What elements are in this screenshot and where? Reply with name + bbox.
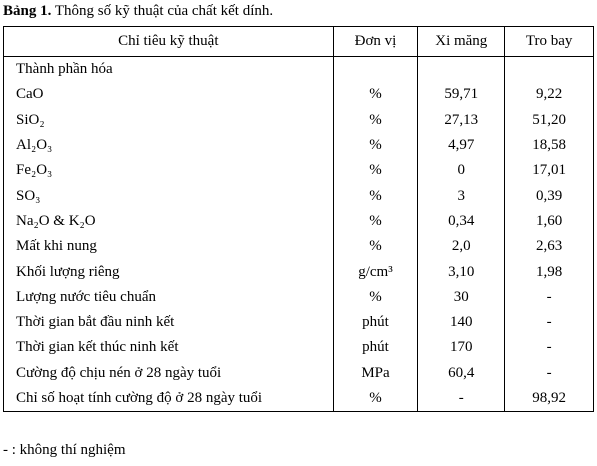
table-row: Cường độ chịu nén ở 28 ngày tuổi MPa 60,4- bbox=[3, 360, 594, 386]
table-cell: 0,34 bbox=[417, 208, 506, 235]
table-cell: 98,92 bbox=[504, 385, 594, 413]
table-body: Thành phần hóa CaO% 59,71 9,22 SiO₂% 27,13 51,… bbox=[3, 56, 594, 413]
table-cell: - bbox=[504, 360, 594, 386]
table-cell: 0,39 bbox=[504, 183, 594, 209]
table-cell: g/cm³ bbox=[332, 259, 419, 285]
table-cell: phút bbox=[332, 335, 419, 361]
table-cell: % bbox=[332, 158, 419, 184]
table-cell: % bbox=[332, 385, 419, 413]
table-row: Mất khi nung% 2,0 2,63 bbox=[3, 234, 594, 260]
table-cell: 1,98 bbox=[504, 259, 594, 285]
table-cell: 1,60 bbox=[504, 208, 594, 235]
table-cell: Na₂O & K₂O bbox=[3, 208, 334, 235]
table-row: CaO% 59,71 9,22 bbox=[3, 82, 594, 108]
table-cell: 9,22 bbox=[504, 82, 594, 108]
table-cell: CaO bbox=[3, 82, 334, 108]
table-cell: 17,01 bbox=[504, 158, 594, 184]
table-cell: MPa bbox=[332, 360, 419, 386]
table-cell: % bbox=[332, 132, 419, 159]
table-row: Thành phần hóa bbox=[3, 56, 594, 83]
header-cell: Đơn vị bbox=[332, 26, 419, 57]
caption-label: Bảng 1. bbox=[3, 3, 52, 19]
table-cell: 2,0 bbox=[417, 234, 506, 260]
table-row: Fe₂O₃% 0 17,01 bbox=[3, 158, 594, 184]
table-cell: 170 bbox=[417, 335, 506, 361]
header-row: Chỉ tiêu kỹ thuật Đơn vị Xi măng Tro bay bbox=[3, 26, 594, 57]
caption-text: Thông số kỹ thuật của chất kết dính. bbox=[54, 3, 274, 19]
table-cell: 140 bbox=[417, 309, 506, 336]
table-row: SiO₂% 27,13 51,20 bbox=[3, 107, 594, 133]
table-row: Khối lượng riêng g/cm³ 3,10 1,98 bbox=[3, 259, 594, 285]
table-row: Al₂O₃% 4,97 18,58 bbox=[3, 132, 594, 159]
table-cell: phút bbox=[332, 309, 419, 336]
table-cell: 3,10 bbox=[417, 259, 506, 285]
empty-cell bbox=[417, 56, 506, 83]
footnote: - : không thí nghiệm bbox=[3, 442, 126, 458]
table-cell: 51,20 bbox=[504, 107, 594, 133]
table-cell: - bbox=[504, 309, 594, 336]
table-cell: - bbox=[417, 385, 506, 413]
header-cell: Xi măng bbox=[417, 26, 506, 57]
table-cell: Thời gian kết thúc ninh kết bbox=[3, 335, 334, 361]
table-cell: 0 bbox=[417, 158, 506, 184]
table-cell: 4,97 bbox=[417, 132, 506, 159]
table-cell: % bbox=[332, 234, 419, 260]
table-cell: Mất khi nung bbox=[3, 234, 334, 260]
table-cell: Lượng nước tiêu chuẩn bbox=[3, 284, 334, 310]
table-cell: Chỉ số hoạt tính cường độ ở 28 ngày tuổi bbox=[3, 385, 334, 413]
table-cell: Thời gian bắt đầu ninh kết bbox=[3, 309, 334, 336]
table-cell: 3 bbox=[417, 183, 506, 209]
table-cell: 60,4 bbox=[417, 360, 506, 386]
table-cell: Al₂O₃ bbox=[3, 132, 334, 159]
spec-table: Chỉ tiêu kỹ thuật Đơn vị Xi măng Tro bay Th… bbox=[3, 26, 594, 413]
table-cell: Cường độ chịu nén ở 28 ngày tuổi bbox=[3, 360, 334, 386]
table-cell: SO₃ bbox=[3, 183, 334, 209]
header-cell: Chỉ tiêu kỹ thuật bbox=[3, 26, 334, 57]
table-cell: - bbox=[504, 284, 594, 310]
table-cell: Khối lượng riêng bbox=[3, 259, 334, 285]
table-cell: % bbox=[332, 208, 419, 235]
table-row: Thời gian kết thúc ninh kết phút 170- bbox=[3, 335, 594, 361]
caption: Bảng 1. Thông số kỹ thuật của chất kết d… bbox=[3, 3, 273, 20]
empty-cell bbox=[504, 56, 594, 83]
table-cell: % bbox=[332, 107, 419, 133]
table-row: Na₂O & K₂O% 0,34 1,60 bbox=[3, 208, 594, 235]
table-cell: % bbox=[332, 284, 419, 310]
table-cell: 27,13 bbox=[417, 107, 506, 133]
table-row: Lượng nước tiêu chuẩn% 30- bbox=[3, 284, 594, 310]
header-cell: Tro bay bbox=[504, 26, 594, 57]
table-cell: SiO₂ bbox=[3, 107, 334, 133]
empty-cell bbox=[332, 56, 419, 83]
table-row: Chỉ số hoạt tính cường độ ở 28 ngày tuổi… bbox=[3, 385, 594, 413]
table-cell: % bbox=[332, 183, 419, 209]
table-cell: Fe₂O₃ bbox=[3, 158, 334, 184]
table-cell: 59,71 bbox=[417, 82, 506, 108]
table-row: SO₃% 3 0,39 bbox=[3, 183, 594, 209]
table-cell: 18,58 bbox=[504, 132, 594, 159]
table-cell: - bbox=[504, 335, 594, 361]
table-cell: 30 bbox=[417, 284, 506, 310]
table-cell: Thành phần hóa bbox=[3, 56, 334, 83]
table-row: Thời gian bắt đầu ninh kết phút 140- bbox=[3, 309, 594, 336]
table-cell: 2,63 bbox=[504, 234, 594, 260]
table-cell: % bbox=[332, 82, 419, 108]
